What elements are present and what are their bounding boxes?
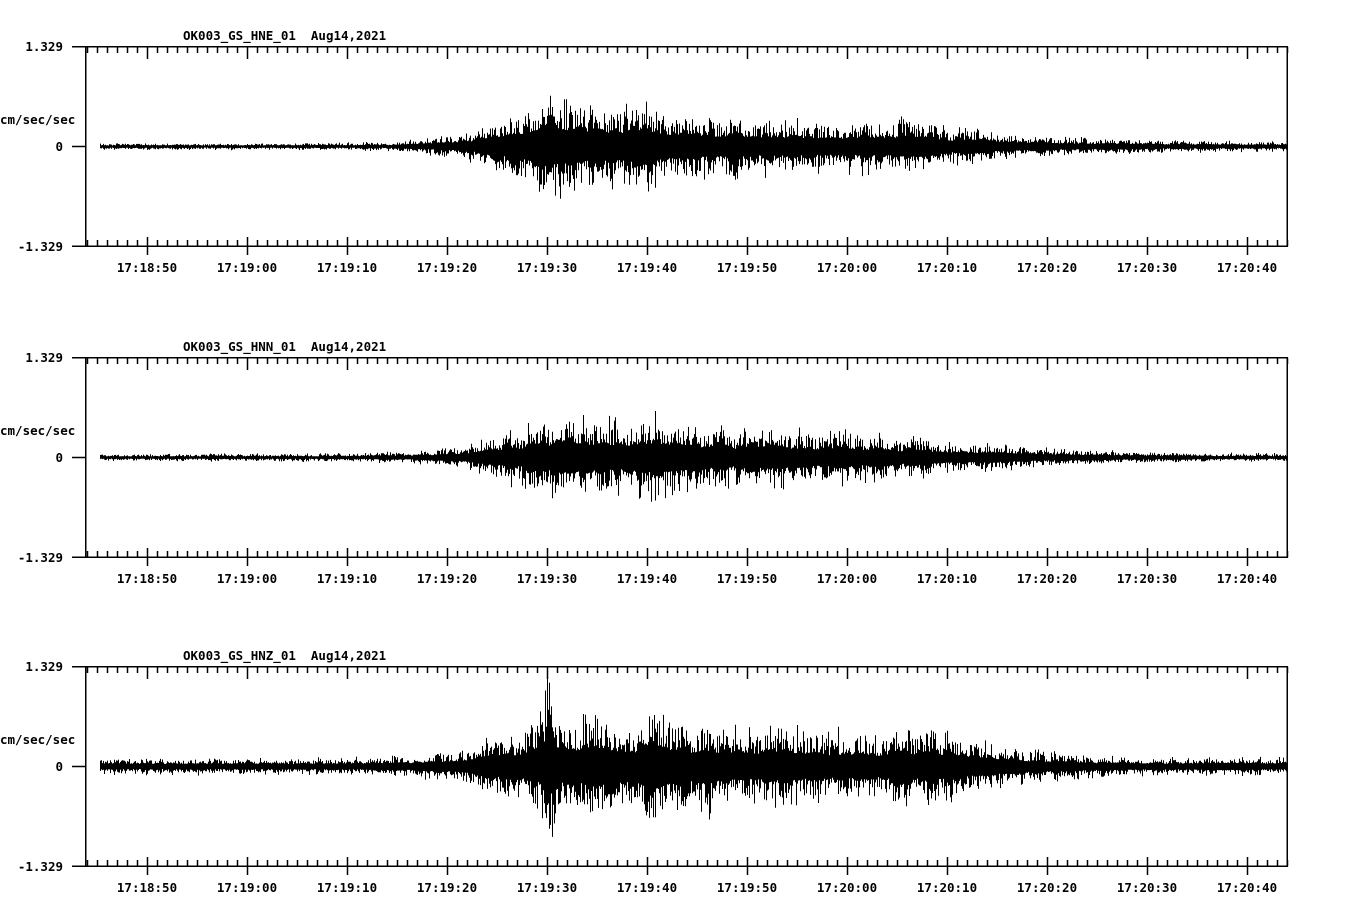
x-tick-label: 17:18:50 [116,880,178,895]
x-tick-label: 17:19:00 [216,880,278,895]
x-tick-label: 17:20:40 [1216,880,1278,895]
x-tick-label: 17:20:10 [916,880,978,895]
date-label: Aug14,2021 [310,28,387,43]
x-tick-label: 17:20:30 [1116,880,1178,895]
x-tick-label: 17:19:10 [316,571,378,586]
y-tick-label-max: 1.329 [25,39,63,54]
x-tick-label: 17:19:40 [616,260,678,275]
x-tick-label: 17:20:00 [816,880,878,895]
x-tick-label: 17:19:40 [616,571,678,586]
x-tick-label: 17:19:50 [716,880,778,895]
y-tick-label-zero: 0 [55,450,63,465]
x-tick-label: 17:19:00 [216,260,278,275]
plot-title-hnz: OK003_GS_HNZ_01 Aug14,2021 [183,649,386,663]
x-tick-label: 17:18:50 [116,571,178,586]
waveform-panel-hnn: OK003_GS_HNN_01 Aug14,2021 1.329 cm/sec/s… [0,340,1358,607]
x-tick-label: 17:19:50 [716,260,778,275]
x-tick-label: 17:20:40 [1216,571,1278,586]
x-tick-label: 17:19:30 [516,880,578,895]
waveform-panel-hne: OK003_GS_HNE_01 Aug14,2021 1.329 cm/sec/s… [0,29,1358,296]
x-tick-label: 17:20:40 [1216,260,1278,275]
channel-id-label: OK003_GS_HNE_01 [183,28,296,43]
seismic-trace-hne [100,95,1288,199]
x-tick-label: 17:19:30 [516,260,578,275]
x-tick-label: 17:19:40 [616,880,678,895]
y-tick-label-max: 1.329 [25,350,63,365]
waveform-panel-hnz: OK003_GS_HNZ_01 Aug14,2021 1.329 cm/sec/s… [0,649,1358,916]
seismic-trace-hnn [100,411,1288,502]
x-tick-label: 17:20:20 [1016,571,1078,586]
waveform-plot-hnz [72,666,1289,875]
x-tick-label: 17:19:20 [416,880,478,895]
x-tick-label: 17:20:20 [1016,880,1078,895]
date-label: Aug14,2021 [310,648,387,663]
y-tick-label-min: -1.329 [17,239,63,254]
y-axis-unit-label: cm/sec/sec [0,732,76,747]
x-tick-label: 17:19:10 [316,260,378,275]
x-tick-label: 17:19:20 [416,571,478,586]
y-axis-unit-label: cm/sec/sec [0,423,76,438]
x-tick-label: 17:19:10 [316,880,378,895]
x-tick-label: 17:20:10 [916,571,978,586]
plot-frame-and-ticks [72,357,1289,566]
x-tick-label: 17:18:50 [116,260,178,275]
plot-frame-and-ticks [72,46,1289,255]
y-tick-label-zero: 0 [55,759,63,774]
date-label: Aug14,2021 [310,339,387,354]
x-tick-label: 17:20:30 [1116,260,1178,275]
seismic-trace-hnz [100,678,1288,837]
channel-id-label: OK003_GS_HNN_01 [183,339,296,354]
y-tick-label-min: -1.329 [17,550,63,565]
plot-title-hne: OK003_GS_HNE_01 Aug14,2021 [183,29,386,43]
plot-title-hnn: OK003_GS_HNN_01 Aug14,2021 [183,340,386,354]
y-tick-label-max: 1.329 [25,659,63,674]
y-tick-label-min: -1.329 [17,859,63,874]
plot-frame-and-ticks [72,666,1289,875]
waveform-plot-hnn [72,357,1289,566]
x-tick-label: 17:19:50 [716,571,778,586]
x-tick-label: 17:20:20 [1016,260,1078,275]
x-tick-label: 17:20:10 [916,260,978,275]
channel-id-label: OK003_GS_HNZ_01 [183,648,296,663]
x-tick-label: 17:19:20 [416,260,478,275]
waveform-plot-hne [72,46,1289,255]
y-tick-label-zero: 0 [55,139,63,154]
x-tick-label: 17:20:00 [816,571,878,586]
x-tick-label: 17:20:00 [816,260,878,275]
y-axis-unit-label: cm/sec/sec [0,112,76,127]
x-tick-label: 17:20:30 [1116,571,1178,586]
x-tick-label: 17:19:30 [516,571,578,586]
x-tick-label: 17:19:00 [216,571,278,586]
